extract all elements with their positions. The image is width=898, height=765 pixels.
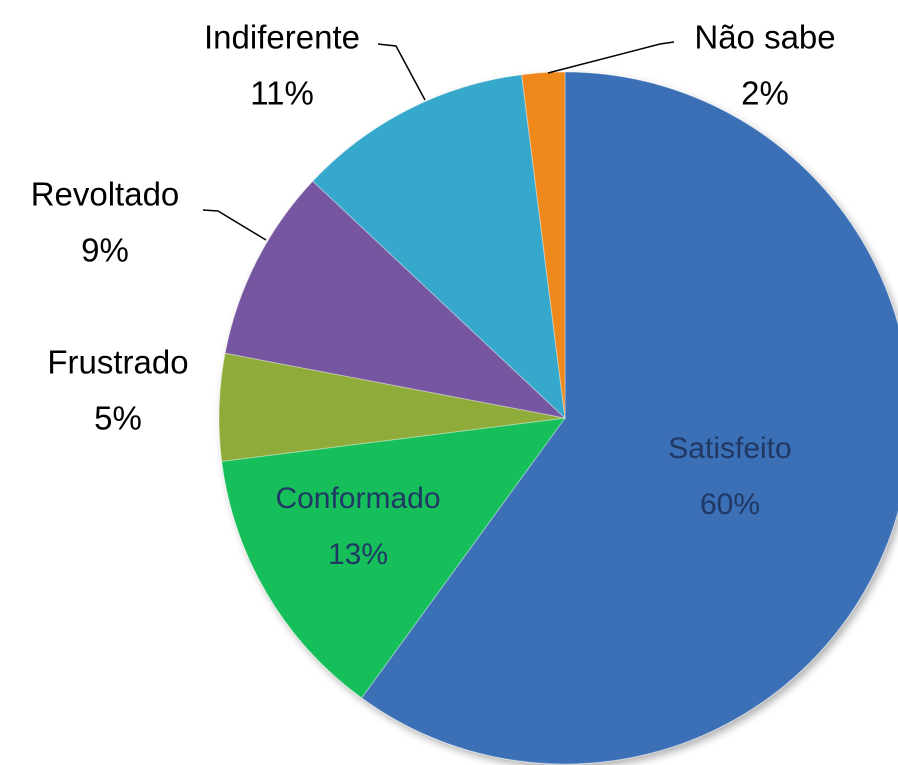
pie-slice xyxy=(521,71,566,419)
pie-slice xyxy=(360,71,898,765)
value-label: 13% xyxy=(328,538,388,571)
slice-label: Satisfeito xyxy=(668,432,791,465)
pie-slice xyxy=(221,417,567,699)
leader-line xyxy=(377,43,426,101)
pie-slice xyxy=(224,180,567,419)
slice-label: Conformado xyxy=(275,482,440,515)
pie xyxy=(218,71,898,765)
value-label: 11% xyxy=(250,75,314,112)
value-label: 9% xyxy=(81,232,129,269)
leader-line xyxy=(202,209,267,241)
value-label: 5% xyxy=(94,400,142,437)
slice-label: Não sabe xyxy=(694,19,835,56)
pie-slice xyxy=(312,74,566,420)
leader-line xyxy=(547,41,675,74)
value-label: 60% xyxy=(700,488,760,521)
slice-label: Frustrado xyxy=(47,344,188,381)
value-label: 2% xyxy=(741,75,789,112)
slice-label: Indiferente xyxy=(204,19,360,56)
slice-label: Revoltado xyxy=(31,176,180,213)
